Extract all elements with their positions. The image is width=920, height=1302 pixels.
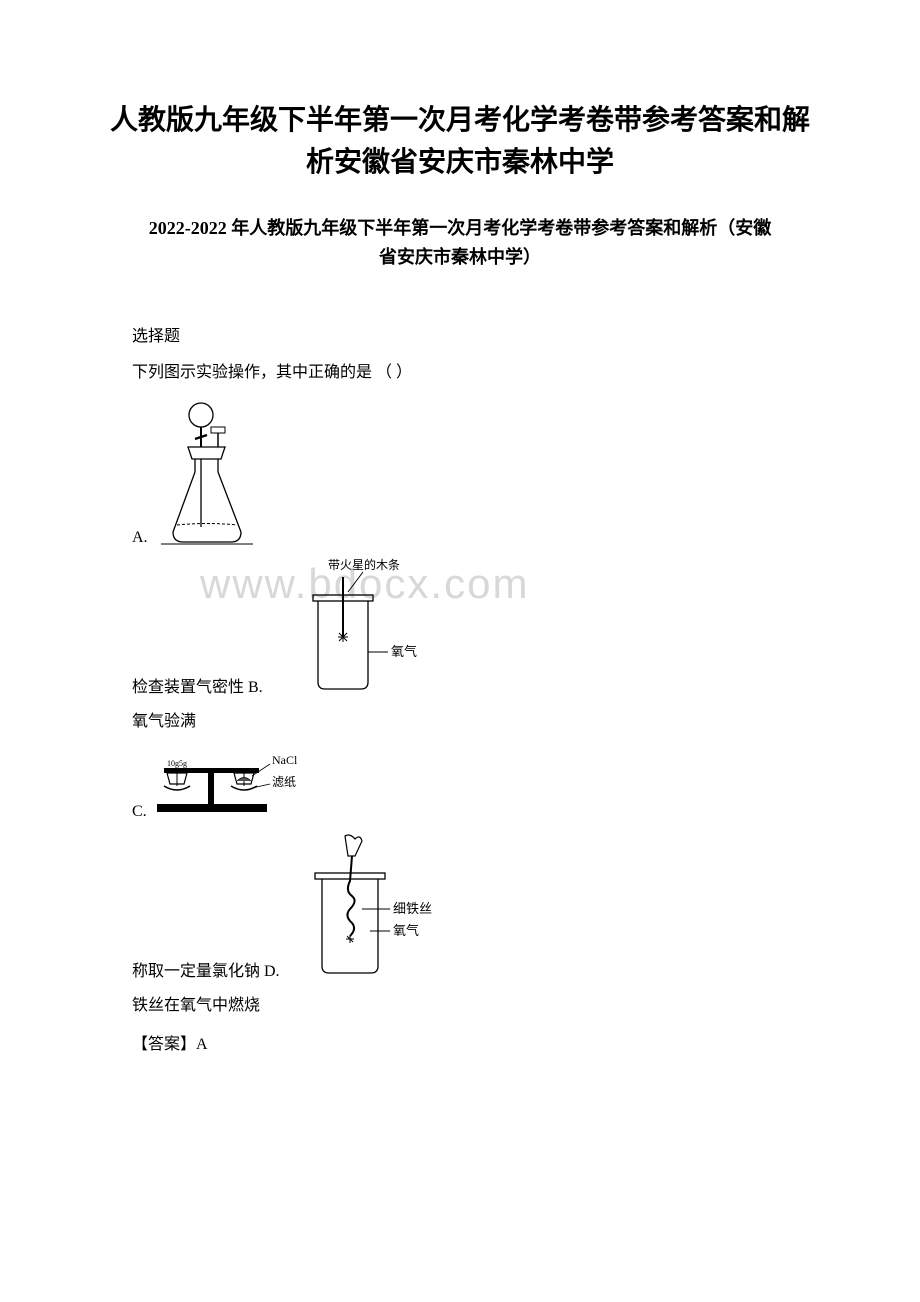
option-d-description: 铁丝在氧气中燃烧 (100, 991, 820, 1015)
option-b-description: 氧气验满 (100, 707, 820, 731)
answer-line: 【答案】A (100, 1030, 820, 1054)
document-title: 人教版九年级下半年第一次月考化学考卷带参考答案和解析安徽省安庆市秦林中学 (100, 100, 820, 184)
option-a-label: A. (100, 529, 148, 547)
option-c-description: 称取一定量氯化钠 D. (100, 957, 280, 981)
diagram-c-label-paper: 滤纸 (272, 775, 296, 789)
answer-label: 【答案】 (132, 1036, 196, 1053)
option-c-label: C. (100, 803, 147, 821)
option-c: C. 10g5g (100, 746, 820, 821)
option-a-description: 检查装置气密性 B. (100, 673, 263, 697)
section-header: 选择题 (100, 322, 820, 346)
answer-value: A (196, 1036, 208, 1053)
diagram-d-label-wire: 细铁丝 (393, 901, 432, 916)
diagram-d-label-o2: 氧气 (393, 923, 419, 938)
diagram-b-apparatus: 带火星的木条 氧气 (273, 557, 423, 697)
diagram-c-apparatus: 10g5g NaCl 滤纸 (152, 746, 322, 821)
diagram-c-label-nacl: NaCl (272, 753, 298, 767)
document-content: 人教版九年级下半年第一次月考化学考卷带参考答案和解析安徽省安庆市秦林中学 202… (100, 100, 820, 1054)
diagram-a-apparatus (153, 397, 263, 547)
document-subtitle: 2022-2022 年人教版九年级下半年第一次月考化学考卷带参考答案和解析（安徽… (100, 214, 820, 272)
diagram-d-apparatus: 细铁丝 氧气 (290, 831, 450, 981)
option-c-description-line: 称取一定量氯化钠 D. 细铁丝 (100, 831, 820, 981)
option-a-description-line: 检查装置气密性 B. 带火星的木条 (100, 557, 820, 697)
diagram-b-label-oxygen: 氧气 (391, 644, 417, 659)
question-text: 下列图示实验操作，其中正确的是 （ ） (100, 358, 820, 382)
option-a: A. (100, 397, 820, 547)
diagram-b-label-top: 带火星的木条 (328, 557, 400, 572)
svg-text:10g5g: 10g5g (167, 759, 187, 768)
